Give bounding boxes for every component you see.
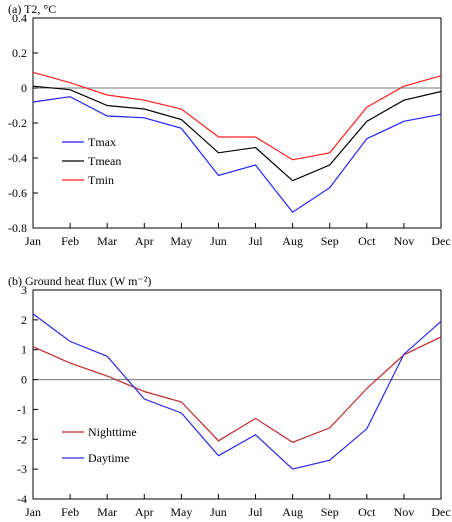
x-tick-label: Mar <box>97 505 117 519</box>
y-tick-label: 0.2 <box>12 46 27 60</box>
series-line-nighttime <box>32 336 442 443</box>
x-tick-label: Apr <box>135 234 154 248</box>
y-tick-label: 0 <box>21 373 27 387</box>
y-tick-label: -0.2 <box>8 116 27 130</box>
x-tick-label: Oct <box>358 505 376 519</box>
x-tick-label: Jun <box>210 505 227 519</box>
y-tick-label: -1 <box>17 402 27 416</box>
y-tick-label: 0 <box>21 81 27 95</box>
legend-label-tmax: Tmax <box>88 135 116 149</box>
x-tick-label: Sep <box>321 505 339 519</box>
series-line-tmax <box>32 96 442 214</box>
y-tick-label: 2 <box>21 313 27 327</box>
x-tick-label: Nov <box>394 234 415 248</box>
chart-title-0: (a) T2, °C <box>8 2 56 16</box>
x-tick-label: Jul <box>249 505 264 519</box>
y-tick-label: -0.6 <box>8 186 27 200</box>
x-tick-label: Nov <box>394 505 415 519</box>
y-tick-label: -0.4 <box>8 151 27 165</box>
x-tick-label: Dec <box>431 505 450 519</box>
legend-label-tmin: Tmin <box>88 173 114 187</box>
x-tick-label: May <box>170 234 192 248</box>
plot-frame-1 <box>32 289 442 500</box>
chart-panel-1: (b) Ground heat flux (W m⁻²)3 2 1 0 -1 -2 -3 -4… <box>8 274 451 519</box>
x-tick-label: Apr <box>135 505 154 519</box>
series-line-tmean <box>32 85 442 182</box>
y-tick-label: -3 <box>17 462 27 476</box>
plot-frame-0 <box>32 17 442 229</box>
legend-label-nighttime: Nighttime <box>88 425 137 439</box>
series-line-tmin <box>32 71 442 161</box>
x-tick-label: Feb <box>61 505 79 519</box>
x-tick-label: Sep <box>321 234 339 248</box>
x-tick-label: Oct <box>358 234 376 248</box>
x-tick-label: Jun <box>210 234 227 248</box>
y-tick-label: -2 <box>17 432 27 446</box>
y-tick-label: 1 <box>21 343 27 357</box>
y-tick-label: 0.4 <box>12 11 27 25</box>
chart-title-1: (b) Ground heat flux (W m⁻²) <box>8 274 151 288</box>
legend-0: Tmax Tmean Tmin <box>62 135 121 187</box>
x-tick-label: Dec <box>431 234 450 248</box>
legend-label-tmean: Tmean <box>88 154 121 168</box>
y-tick-label: -0.8 <box>8 221 27 235</box>
legend-1: Nighttime Daytime <box>62 425 137 465</box>
x-tick-label: Aug <box>282 505 303 519</box>
x-tick-label: Mar <box>97 234 117 248</box>
x-tick-label: Feb <box>61 234 79 248</box>
y-tick-label: -4 <box>17 492 27 506</box>
x-tick-label: May <box>170 505 192 519</box>
x-tick-label: Jan <box>25 234 41 248</box>
y-tick-label: 3 <box>21 283 27 297</box>
x-tick-label: Aug <box>282 234 303 248</box>
x-tick-label: Jul <box>249 234 264 248</box>
series-line-daytime <box>32 313 442 470</box>
x-tick-label: Jan <box>25 505 41 519</box>
legend-label-daytime: Daytime <box>88 451 129 465</box>
